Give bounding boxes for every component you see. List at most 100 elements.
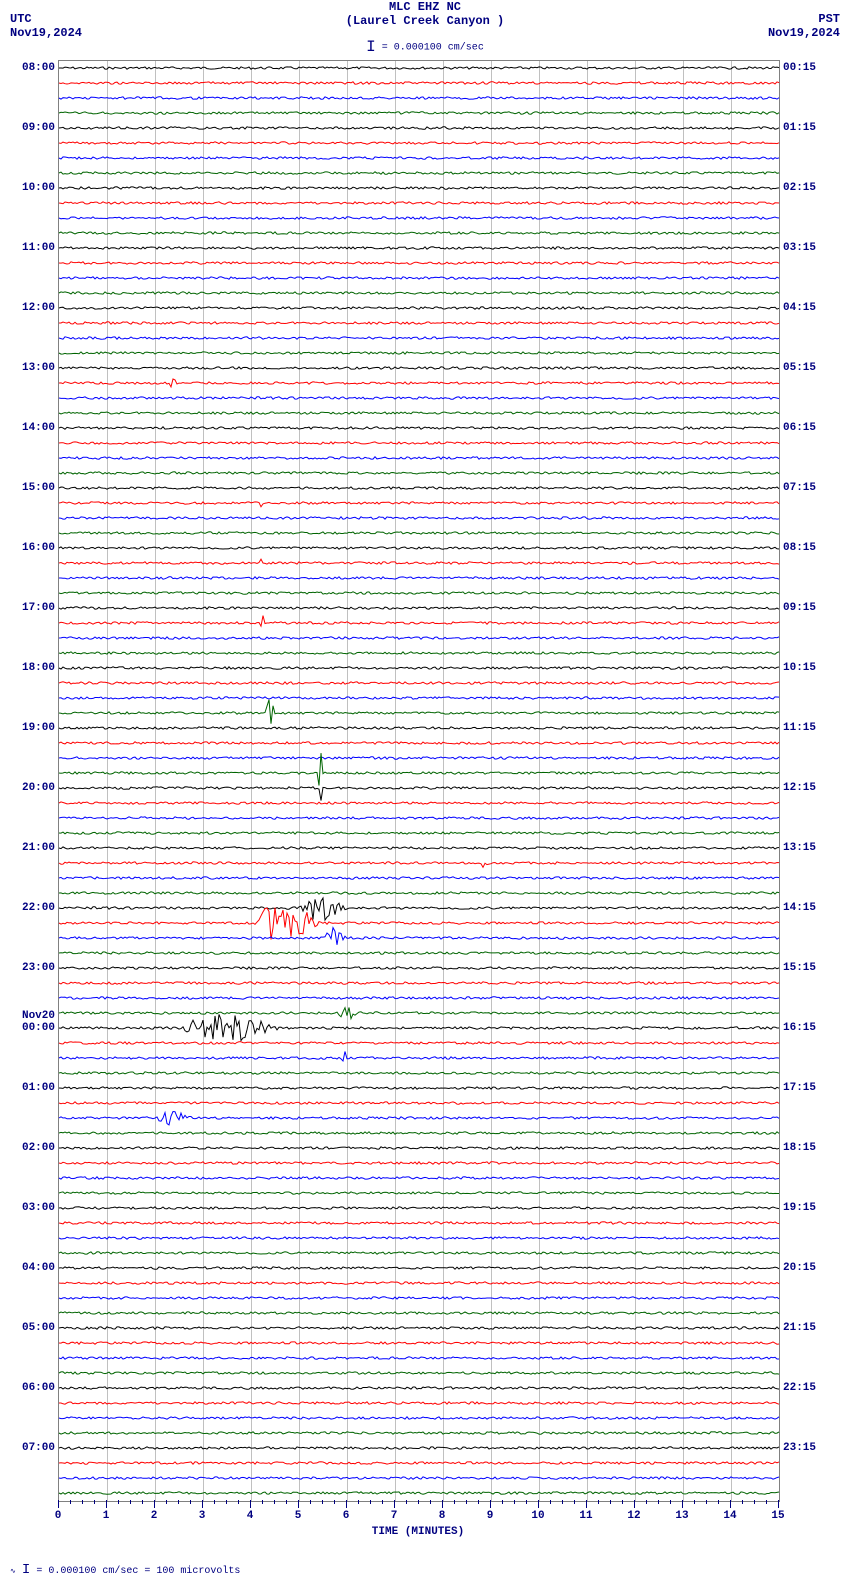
right-hour-label: 01:15 (783, 122, 816, 134)
x-tick-minor (406, 1500, 407, 1504)
x-tick-label: 2 (151, 1510, 158, 1522)
x-tick-major (442, 1500, 443, 1508)
x-tick-minor (178, 1500, 179, 1504)
x-tick-minor (478, 1500, 479, 1504)
left-hour-label: 22:00 (22, 902, 55, 914)
left-hour-label: 21:00 (22, 842, 55, 854)
x-tick-minor (70, 1500, 71, 1504)
station-code: MLC EHZ NC (0, 0, 850, 14)
right-hour-label: 13:15 (783, 842, 816, 854)
x-tick-minor (226, 1500, 227, 1504)
x-tick-major (778, 1500, 779, 1508)
x-tick-minor (142, 1500, 143, 1504)
x-tick-minor (658, 1500, 659, 1504)
left-hour-label: 01:00 (22, 1082, 55, 1094)
right-hour-label: 23:15 (783, 1442, 816, 1454)
footer-text: = 0.000100 cm/sec = 100 microvolts (36, 1566, 240, 1577)
left-hour-label: 15:00 (22, 482, 55, 494)
right-hour-label: 10:15 (783, 662, 816, 674)
header-title: MLC EHZ NC (Laurel Creek Canyon ) (0, 0, 850, 28)
x-tick-major (490, 1500, 491, 1508)
x-tick-major (538, 1500, 539, 1508)
x-tick-label: 5 (295, 1510, 302, 1522)
day-break-label: Nov20 (22, 1010, 55, 1022)
x-tick-major (58, 1500, 59, 1508)
x-tick-minor (166, 1500, 167, 1504)
x-tick-minor (466, 1500, 467, 1504)
x-tick-major (202, 1500, 203, 1508)
x-tick-major (634, 1500, 635, 1508)
x-tick-major (250, 1500, 251, 1508)
left-hour-label: 18:00 (22, 662, 55, 674)
x-tick-label: 12 (627, 1510, 640, 1522)
x-tick-major (106, 1500, 107, 1508)
right-hour-label: 19:15 (783, 1202, 816, 1214)
left-hour-label: 23:00 (22, 962, 55, 974)
left-hour-label: 16:00 (22, 542, 55, 554)
x-tick-minor (334, 1500, 335, 1504)
right-hour-label: 07:15 (783, 482, 816, 494)
x-axis-title: TIME (MINUTES) (58, 1526, 778, 1538)
left-hour-label: 02:00 (22, 1142, 55, 1154)
right-hour-label: 22:15 (783, 1382, 816, 1394)
right-hour-label: 04:15 (783, 302, 816, 314)
x-tick-minor (766, 1500, 767, 1504)
x-tick-label: 11 (579, 1510, 592, 1522)
left-hour-label: 07:00 (22, 1442, 55, 1454)
x-tick-major (346, 1500, 347, 1508)
x-tick-label: 9 (487, 1510, 494, 1522)
right-hour-label: 11:15 (783, 722, 816, 734)
x-tick-minor (358, 1500, 359, 1504)
x-tick-minor (574, 1500, 575, 1504)
x-tick-label: 7 (391, 1510, 398, 1522)
left-hour-label: 10:00 (22, 182, 55, 194)
seismogram-container: MLC EHZ NC (Laurel Creek Canyon ) UTC No… (0, 0, 850, 1584)
right-hour-label: 15:15 (783, 962, 816, 974)
right-hour-label: 16:15 (783, 1022, 816, 1034)
right-hour-label: 21:15 (783, 1322, 816, 1334)
x-tick-minor (706, 1500, 707, 1504)
x-tick-label: 0 (55, 1510, 62, 1522)
right-hour-label: 08:15 (783, 542, 816, 554)
x-tick-minor (502, 1500, 503, 1504)
x-tick-minor (286, 1500, 287, 1504)
right-hour-label: 05:15 (783, 362, 816, 374)
x-tick-minor (190, 1500, 191, 1504)
x-tick-minor (214, 1500, 215, 1504)
x-tick-minor (370, 1500, 371, 1504)
x-tick-label: 8 (439, 1510, 446, 1522)
x-tick-minor (94, 1500, 95, 1504)
x-tick-major (682, 1500, 683, 1508)
x-tick-label: 1 (103, 1510, 110, 1522)
x-tick-label: 3 (199, 1510, 206, 1522)
x-tick-minor (118, 1500, 119, 1504)
right-hour-label: 00:15 (783, 62, 816, 74)
x-tick-major (394, 1500, 395, 1508)
left-hour-label: 03:00 (22, 1202, 55, 1214)
right-hour-label: 14:15 (783, 902, 816, 914)
left-hour-label: 19:00 (22, 722, 55, 734)
right-hour-label: 09:15 (783, 602, 816, 614)
station-name: (Laurel Creek Canyon ) (0, 14, 850, 28)
left-hour-label: 08:00 (22, 62, 55, 74)
x-tick-minor (670, 1500, 671, 1504)
right-tz-label: PST (768, 12, 840, 26)
x-tick-minor (418, 1500, 419, 1504)
x-tick-minor (322, 1500, 323, 1504)
x-tick-minor (646, 1500, 647, 1504)
left-hour-label: 06:00 (22, 1382, 55, 1394)
left-hour-label: 11:00 (22, 242, 55, 254)
x-tick-minor (598, 1500, 599, 1504)
x-tick-minor (82, 1500, 83, 1504)
right-hour-label: 17:15 (783, 1082, 816, 1094)
x-tick-minor (610, 1500, 611, 1504)
x-tick-minor (526, 1500, 527, 1504)
right-hour-label: 20:15 (783, 1262, 816, 1274)
left-hour-label: 17:00 (22, 602, 55, 614)
x-tick-label: 6 (343, 1510, 350, 1522)
x-tick-major (586, 1500, 587, 1508)
x-tick-label: 4 (247, 1510, 254, 1522)
x-tick-label: 14 (723, 1510, 736, 1522)
left-hour-label: 09:00 (22, 122, 55, 134)
x-tick-major (298, 1500, 299, 1508)
